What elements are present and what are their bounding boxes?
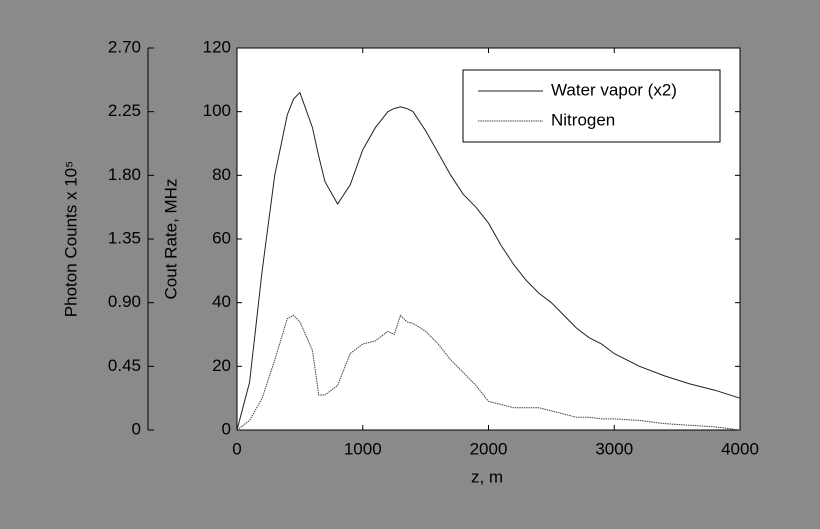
y2-tick-label: 1.35 xyxy=(108,228,141,247)
x-axis-label: z, m xyxy=(471,467,503,486)
y2-tick-label: 0.90 xyxy=(108,292,141,311)
y2-axis-label: Photon Counts x 10⁵ xyxy=(61,161,80,317)
y-tick-label: 100 xyxy=(203,101,231,120)
y2-tick-label: 0 xyxy=(132,419,141,438)
y-axis-label: Cout Rate, MHz xyxy=(161,179,180,300)
x-tick-label: 2000 xyxy=(470,439,508,458)
x-tick-label: 1000 xyxy=(344,439,382,458)
y-tick-label: 20 xyxy=(212,356,231,375)
legend-label: Water vapor (x2) xyxy=(551,80,677,99)
data-line xyxy=(236,314,741,431)
y-tick-label: 40 xyxy=(212,292,231,311)
y2-tick-label: 2.70 xyxy=(108,37,141,56)
y-tick-label: 60 xyxy=(212,228,231,247)
y-tick-label: 0 xyxy=(222,419,231,438)
y2-tick-label: 1.80 xyxy=(108,165,141,184)
data-line xyxy=(236,91,741,431)
legend-label: Nitrogen xyxy=(551,110,615,129)
x-tick-label: 3000 xyxy=(595,439,633,458)
legend-box xyxy=(462,69,721,143)
y-tick-label: 80 xyxy=(212,165,231,184)
y2-tick-label: 2.25 xyxy=(108,101,141,120)
y2-tick-label: 0.45 xyxy=(108,356,141,375)
x-tick-label: 0 xyxy=(232,439,241,458)
y-tick-label: 120 xyxy=(203,37,231,56)
x-tick-label: 4000 xyxy=(721,439,759,458)
